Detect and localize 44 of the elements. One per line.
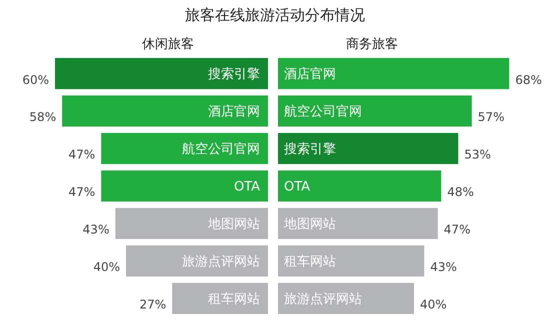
y-tick-label: 航空公司官网 (182, 141, 260, 158)
bar (126, 245, 268, 277)
y-tick-label: 搜索引擎 (208, 67, 260, 82)
y-tick-label: 地图网站 (207, 217, 260, 232)
y-tick-label: 租车网站 (284, 254, 336, 270)
data-label: 47% (444, 222, 470, 237)
y-tick-label: 酒店官网 (284, 66, 336, 82)
y-tick-label: OTA (234, 180, 260, 195)
data-label: 60% (22, 72, 49, 87)
bar (62, 95, 268, 127)
bar (278, 58, 510, 90)
bar (278, 95, 472, 127)
bar (278, 208, 438, 240)
data-label: 43% (430, 260, 457, 274)
data-label: 68% (515, 72, 542, 87)
data-label: 47% (68, 148, 96, 162)
bar (115, 208, 268, 240)
chart-title: 旅客在线旅游活动分布情况 (185, 6, 365, 24)
data-label: 43% (82, 222, 110, 237)
data-label: 57% (478, 110, 504, 124)
data-label: 53% (464, 148, 491, 162)
chart-subtitle: 休闲旅客 (142, 36, 194, 52)
data-label: 48% (447, 185, 474, 200)
y-tick-label: 搜索引擎 (284, 142, 336, 158)
bar (55, 58, 268, 90)
y-tick-label: 旅游点评网站 (182, 254, 260, 270)
bar (172, 282, 268, 314)
y-tick-label: 酒店官网 (208, 104, 260, 120)
data-label: 47% (68, 185, 96, 200)
data-label: 40% (93, 260, 120, 274)
y-tick-label: 旅游点评网站 (284, 292, 362, 307)
bar (278, 245, 424, 277)
bar (278, 132, 458, 164)
bar (101, 170, 268, 202)
chart-subtitle: 商务旅客 (346, 36, 398, 52)
y-tick-label: 航空公司官网 (284, 104, 362, 120)
bar (101, 132, 268, 164)
bar (278, 170, 442, 202)
data-label: 40% (420, 298, 447, 312)
y-tick-label: OTA (284, 180, 310, 195)
data-label: 58% (29, 110, 56, 124)
y-tick-label: 租车网站 (208, 292, 260, 307)
y-tick-label: 地图网站 (283, 217, 336, 232)
data-label: 27% (139, 298, 166, 312)
